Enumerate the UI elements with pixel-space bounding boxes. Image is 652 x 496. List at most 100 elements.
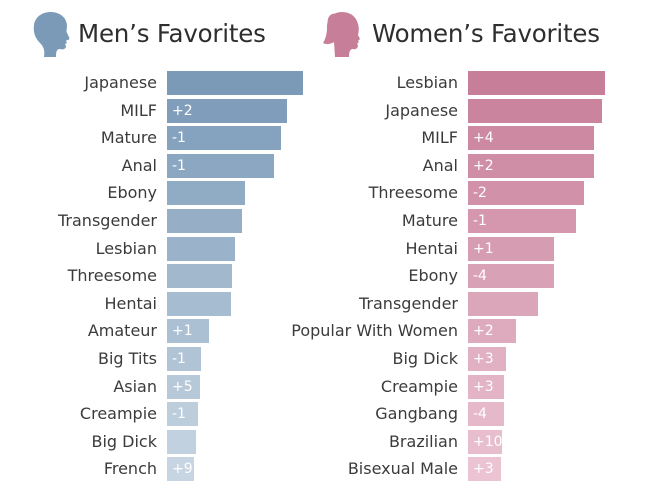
rank-change-label: +3: [473, 461, 494, 478]
bar: [167, 181, 245, 206]
bar-row: Creampie -1: [0, 402, 652, 430]
category-label: Transgender: [359, 293, 458, 313]
rank-change-label: +9: [172, 461, 193, 478]
bar-row: Ebony -4: [0, 264, 652, 292]
category-label: Big Tits: [98, 349, 157, 368]
bar-row: Lesbian: [0, 71, 652, 99]
rank-change-label: +2: [172, 102, 193, 119]
mens-favorites-header: Men’s Favorites: [30, 8, 320, 58]
category-label: Gangbang: [375, 404, 458, 424]
rank-change-label: +1: [473, 240, 494, 257]
bar: [468, 71, 605, 95]
bar-row: MILF +4: [0, 126, 652, 154]
bar: [167, 264, 233, 289]
bar-row: MILF +2: [0, 98, 652, 127]
category-label: Anal: [121, 155, 157, 175]
rank-change-label: -1: [172, 406, 186, 423]
panel-title: Women’s Favorites: [372, 19, 600, 48]
panel-title: Men’s Favorites: [78, 19, 266, 48]
bar-row: Lesbian: [0, 236, 652, 265]
bar: [468, 291, 538, 316]
bar: +10: [468, 429, 503, 454]
bar: +1: [468, 236, 555, 261]
bar: [468, 98, 603, 123]
category-label: Mature: [401, 211, 458, 230]
mens-favorites-panel: Men’s Favorites Japanese MILF +2 Mature -1 An…: [0, 0, 320, 496]
category-label: Japanese: [84, 73, 157, 92]
bar: +3: [468, 347, 507, 371]
category-label: Bisexual Male: [347, 459, 458, 479]
rank-change-label: +3: [473, 351, 494, 367]
rank-change-label: -1: [172, 130, 186, 147]
category-label: Hentai: [405, 238, 458, 258]
bar-row: Anal -1: [0, 153, 652, 182]
bar-row: Hentai +1: [0, 236, 652, 265]
bar-row: Amateur +1: [0, 319, 652, 347]
bar: +3: [468, 457, 501, 482]
bar-row: Big Dick +3: [0, 347, 652, 375]
category-label: Big Dick: [91, 431, 158, 451]
bar-row: Bisexual Male +3: [0, 457, 652, 485]
category-label: Creampie: [79, 404, 157, 424]
bar: -1: [167, 402, 199, 427]
rank-change-label: -1: [172, 157, 186, 174]
bar: +2: [468, 319, 516, 344]
category-label: Asian: [113, 376, 157, 396]
category-label: Amateur: [87, 321, 157, 341]
bar-row: Big Dick: [0, 429, 652, 458]
bar-row: Threesome -2: [0, 181, 652, 209]
category-label: MILF: [120, 100, 157, 120]
womens-favorites-header: Women’s Favorites: [322, 8, 632, 58]
bar: +3: [468, 374, 504, 399]
bar: [167, 291, 231, 316]
male-head-silhouette-icon: [33, 12, 70, 57]
bar-row: Hentai: [0, 291, 652, 320]
bar-row: Asian +5: [0, 374, 652, 403]
rank-change-label: -1: [172, 351, 186, 367]
bar-row: Threesome: [0, 264, 652, 292]
rank-change-label: +5: [172, 378, 193, 395]
rank-change-label: -4: [473, 268, 487, 285]
bar-row: Ebony: [0, 181, 652, 209]
bar-row: Popular With Women +2: [0, 319, 652, 347]
bar: -2: [468, 181, 585, 206]
rank-change-label: -1: [473, 213, 487, 229]
category-label: Popular With Women: [291, 321, 458, 341]
bar: +2: [167, 98, 287, 123]
bar: -1: [167, 126, 282, 151]
category-label: Japanese: [385, 100, 458, 120]
bar: -1: [468, 209, 577, 233]
bar-row: Brazilian +10: [0, 429, 652, 458]
bar-row: Mature -1: [0, 209, 652, 237]
category-label: MILF: [421, 128, 458, 148]
category-label: Threesome: [67, 266, 157, 286]
rank-change-label: +1: [172, 323, 193, 340]
category-label: Lesbian: [95, 238, 157, 258]
bar: -1: [167, 347, 201, 371]
category-label: Brazilian: [388, 431, 458, 451]
bar: -4: [468, 264, 555, 289]
bar-row: Anal +2: [0, 153, 652, 182]
bar-row: French +9: [0, 457, 652, 485]
category-label: Ebony: [408, 266, 458, 286]
bar: -1: [167, 153, 275, 178]
category-label: French: [103, 459, 157, 479]
rank-change-label: -4: [473, 406, 487, 423]
bar-row: Mature -1: [0, 126, 652, 154]
category-label: Threesome: [368, 183, 458, 203]
category-label: Big Dick: [392, 349, 459, 368]
bar-row: Creampie +3: [0, 374, 652, 403]
rank-change-label: +2: [473, 157, 494, 174]
bar: -4: [468, 402, 504, 427]
bar: [167, 429, 196, 454]
category-label: Creampie: [380, 376, 458, 396]
bar-row: Japanese: [0, 98, 652, 127]
bar-row: Transgender: [0, 291, 652, 320]
rank-change-label: +3: [473, 378, 494, 395]
female-head-silhouette-icon: [323, 12, 360, 57]
category-label: Transgender: [58, 211, 157, 230]
bar: +9: [167, 457, 195, 482]
category-label: Lesbian: [396, 73, 458, 92]
category-label: Hentai: [104, 293, 157, 313]
